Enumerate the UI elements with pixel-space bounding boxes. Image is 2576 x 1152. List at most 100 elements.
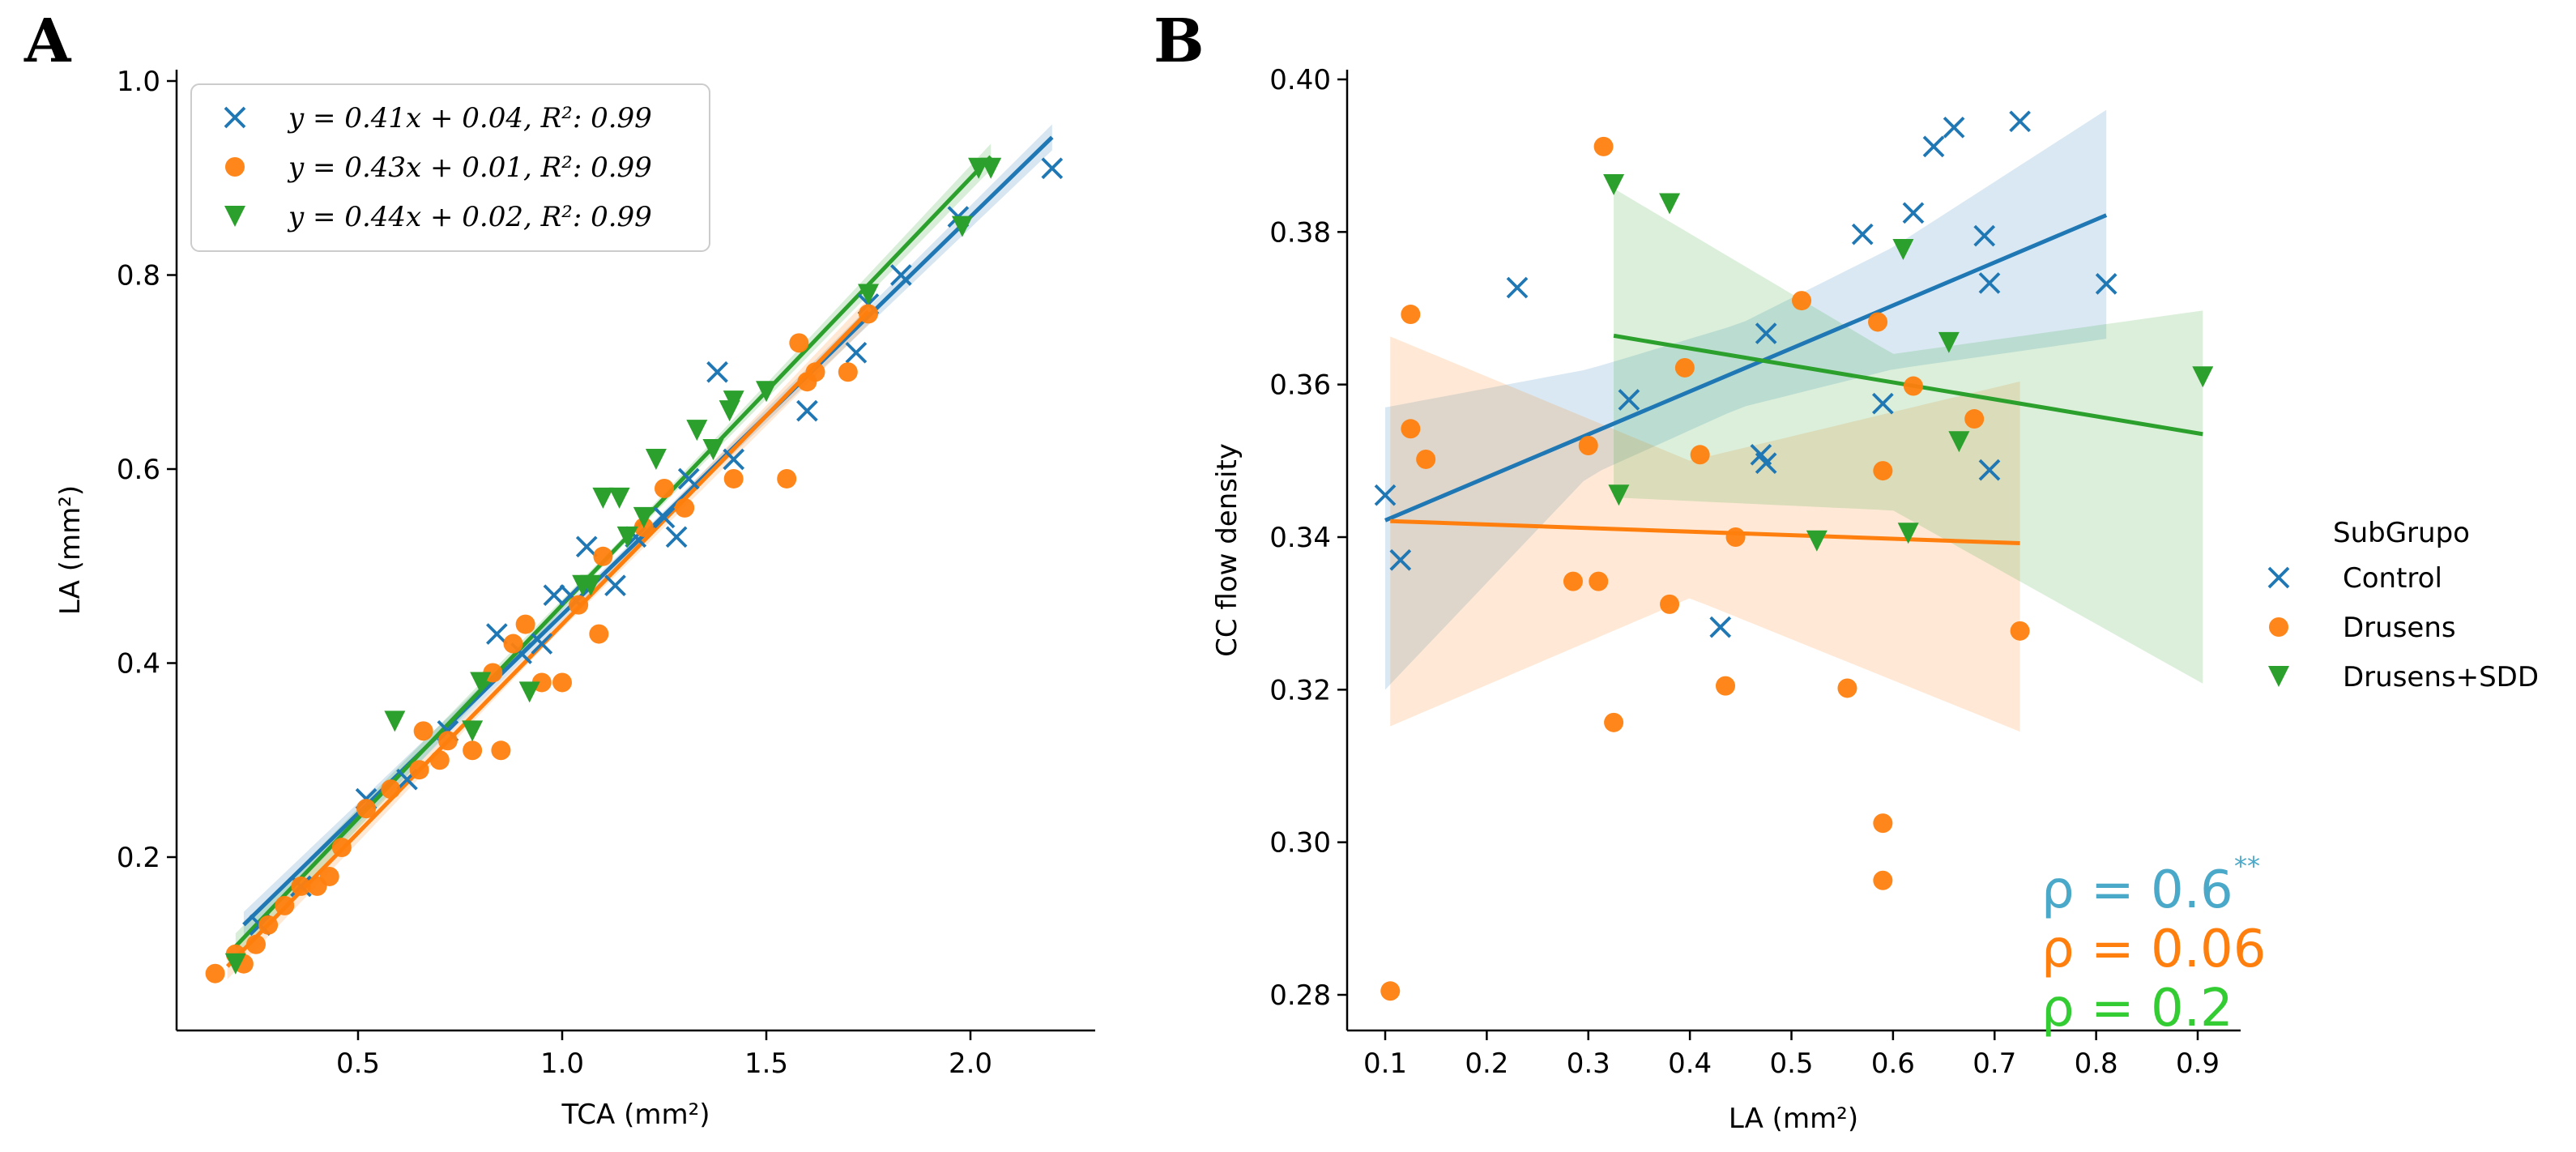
data-point (491, 740, 511, 761)
y-tick-label: 0.8 (117, 260, 160, 292)
data-point (838, 362, 858, 382)
x-tick-label: 0.5 (1769, 1047, 1813, 1080)
data-point (1603, 173, 1625, 195)
panel-a-axes: 0.5 1.0 1.5 2.0 0.2 0.4 0.6 0.8 1.0 (117, 66, 1095, 1080)
data-point (1608, 484, 1630, 506)
data-point (2010, 621, 2030, 641)
data-point (633, 506, 655, 528)
data-point (1416, 449, 1436, 469)
data-point (1589, 571, 1609, 591)
data-point (462, 720, 484, 742)
data-point (246, 934, 266, 954)
data-point (463, 740, 483, 761)
x-tick-label: 1.0 (540, 1047, 584, 1080)
data-point (1892, 238, 1914, 260)
panel-a-data-points (205, 157, 1064, 983)
data-point (1618, 389, 1640, 411)
data-point (665, 526, 688, 548)
data-point (1578, 436, 1598, 455)
panel-b-correlation-annotations: ρ = 0.6 ** ρ = 0.06 ρ = 0.2 (2041, 851, 2266, 1039)
data-point (616, 526, 638, 548)
data-point (1903, 376, 1923, 396)
y-tick-label: 0.4 (117, 648, 160, 681)
panel-b-y-ticks: 0.28 0.30 0.32 0.34 0.36 0.38 0.40 (1269, 64, 1347, 1012)
data-point (756, 381, 777, 403)
data-point (224, 953, 246, 975)
fit-line (1384, 213, 2108, 523)
panel-a-legend-frame (190, 83, 710, 252)
data-point (470, 672, 492, 693)
data-point (1964, 409, 1985, 429)
data-point (319, 866, 339, 886)
x-tick-label: 0.5 (336, 1047, 380, 1080)
panel-b-x-axis-label: LA (mm²) (1729, 1103, 1858, 1135)
data-point (531, 633, 553, 655)
legend-entry-label: y = 0.43x + 0.01, R²: 0.99 (287, 151, 652, 184)
data-point (1604, 712, 1624, 732)
data-point (258, 915, 279, 935)
data-point (1755, 452, 1777, 475)
x-tick-label: 0.6 (1871, 1047, 1915, 1080)
data-point (1755, 322, 1777, 344)
data-point (1716, 676, 1736, 696)
data-point (515, 614, 535, 634)
data-point (592, 487, 614, 509)
legend-marker (2269, 617, 2288, 637)
data-point (1978, 272, 2001, 294)
data-point (796, 399, 818, 422)
data-point (2192, 366, 2214, 388)
data-point (805, 362, 825, 382)
panel-a-fit-bands (227, 124, 1052, 979)
data-point (384, 710, 406, 732)
panel-a-x-axis-label: TCA (mm²) (561, 1099, 710, 1131)
panel-a-x-ticks: 0.5 1.0 1.5 2.0 (336, 1030, 992, 1080)
panel-b-chart: 0.1 0.2 0.3 0.4 0.5 0.6 0.7 0.8 0.9 0.28 0.30 0.32… (1211, 64, 2539, 1135)
data-point (486, 623, 508, 645)
legend-entry-label: Drusens (2343, 612, 2456, 644)
data-point (1873, 870, 1893, 890)
data-point (1938, 331, 1960, 353)
data-point (1948, 431, 1970, 453)
y-tick-label: 0.6 (117, 454, 160, 486)
panel-b-y-axis-label: CC flow density (1211, 443, 1243, 657)
data-point (593, 546, 613, 566)
data-point (653, 506, 676, 529)
data-point (331, 838, 352, 858)
data-point (437, 731, 458, 751)
confidence-band (1385, 109, 2107, 690)
data-point (580, 574, 602, 596)
data-point (1873, 461, 1893, 481)
y-tick-label: 0.30 (1269, 827, 1331, 860)
x-tick-label: 0.4 (1668, 1047, 1712, 1080)
data-point (1660, 594, 1680, 614)
data-point (789, 333, 809, 353)
data-point (409, 760, 429, 780)
significance-stars: ** (2234, 851, 2260, 881)
panel-a-y-axis-label: LA (mm²) (54, 485, 87, 615)
data-point (413, 721, 433, 741)
data-point (275, 895, 295, 915)
data-point (1792, 291, 1812, 311)
data-point (702, 439, 724, 461)
data-point (1973, 224, 1996, 247)
data-point (655, 478, 674, 498)
panel-b-x-ticks: 0.1 0.2 0.3 0.4 0.5 0.6 0.7 0.8 0.9 (1363, 1030, 2220, 1080)
panel-a-y-ticks: 0.2 0.4 0.6 0.8 1.0 (117, 66, 177, 874)
data-point (291, 876, 311, 896)
legend-marker (224, 206, 245, 227)
x-tick-label: 0.9 (2176, 1047, 2220, 1080)
data-point (2009, 110, 2031, 133)
data-point (1873, 813, 1893, 834)
y-tick-label: 0.28 (1269, 979, 1331, 1012)
data-point (604, 574, 626, 597)
data-point (381, 779, 401, 800)
data-point (1868, 312, 1888, 332)
y-tick-label: 1.0 (117, 66, 160, 98)
data-point (1380, 981, 1401, 1001)
data-point (503, 634, 523, 654)
x-tick-label: 0.1 (1363, 1047, 1407, 1080)
data-point (645, 449, 667, 471)
data-point (608, 487, 630, 509)
data-point (543, 584, 565, 607)
panel-a-chart: 0.5 1.0 1.5 2.0 0.2 0.4 0.6 0.8 1.0 TCA (mm²) L… (54, 66, 1095, 1131)
